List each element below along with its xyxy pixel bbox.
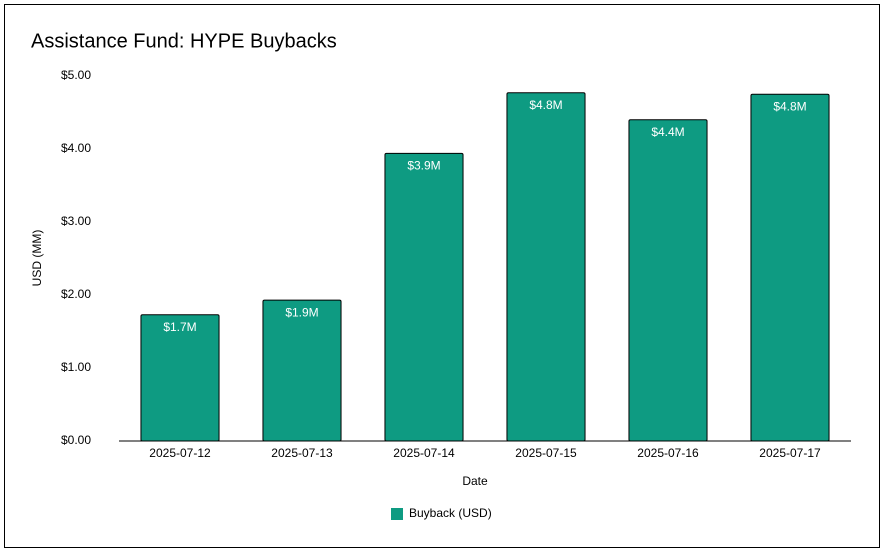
- data-label: $3.9M: [407, 159, 440, 173]
- legend-swatch: [391, 508, 403, 520]
- y-tick-label: $2.00: [61, 287, 91, 301]
- y-tick-label: $3.00: [61, 214, 91, 228]
- x-tick-label: 2025-07-12: [149, 446, 211, 460]
- chart-title: Assistance Fund: HYPE Buybacks: [31, 30, 337, 52]
- y-tick-label: $4.00: [61, 141, 91, 155]
- data-label: $4.4M: [651, 125, 684, 139]
- bar: [262, 299, 342, 442]
- data-label: $1.7M: [163, 320, 196, 334]
- legend-label: Buyback (USD): [409, 506, 492, 520]
- y-axis-label: USD (MM): [30, 230, 44, 287]
- y-tick-label: $5.00: [61, 68, 91, 82]
- x-tick-label: 2025-07-17: [759, 446, 821, 460]
- x-tick-label: 2025-07-14: [393, 446, 455, 460]
- bar: [506, 92, 586, 442]
- data-label: $4.8M: [529, 98, 562, 112]
- y-tick-label: $1.00: [61, 360, 91, 374]
- data-label: $4.8M: [773, 99, 806, 113]
- x-tick-label: 2025-07-16: [637, 446, 699, 460]
- x-tick-label: 2025-07-13: [271, 446, 333, 460]
- bar: [384, 152, 464, 442]
- bar: [750, 93, 830, 442]
- y-tick-label: $0.00: [61, 433, 91, 447]
- x-axis-label: Date: [462, 474, 488, 488]
- data-label: $1.9M: [285, 305, 318, 319]
- bar: [628, 119, 708, 442]
- x-tick-label: 2025-07-15: [515, 446, 577, 460]
